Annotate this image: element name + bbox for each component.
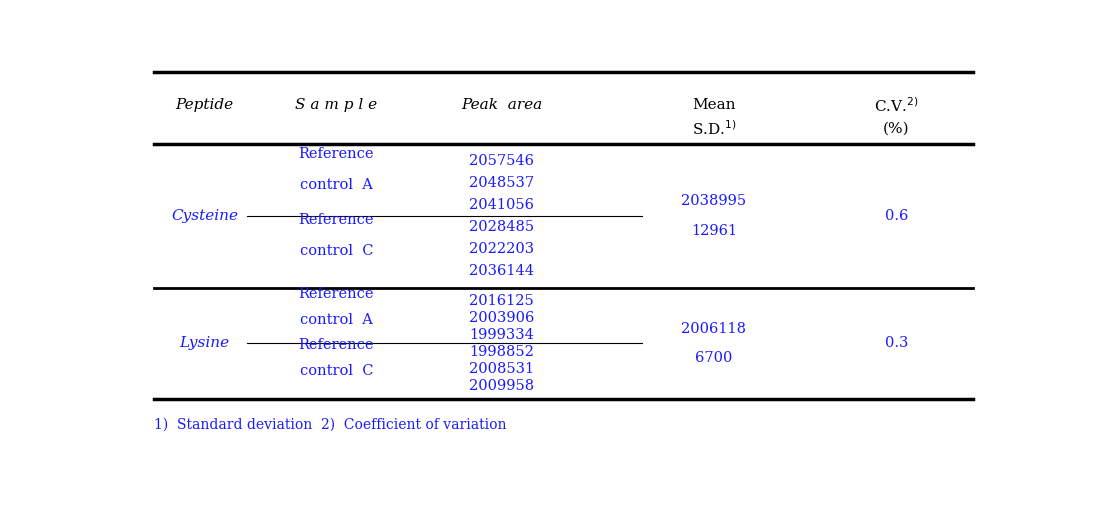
Text: 6700: 6700 [695, 351, 733, 365]
Text: 12961: 12961 [691, 224, 737, 238]
Text: S a m p l e: S a m p l e [296, 98, 378, 112]
Text: 2003906: 2003906 [469, 311, 534, 325]
Text: 2041056: 2041056 [470, 198, 534, 212]
Text: 1999334: 1999334 [470, 328, 534, 342]
Text: 2038995: 2038995 [681, 194, 747, 209]
Text: C.V.$^{2)}$: C.V.$^{2)}$ [874, 96, 919, 115]
Text: Mean: Mean [692, 98, 736, 112]
Text: (%): (%) [883, 122, 910, 136]
Text: Peak  area: Peak area [461, 98, 542, 112]
Text: 2008531: 2008531 [470, 362, 534, 376]
Text: 2022203: 2022203 [470, 242, 534, 257]
Text: control  A: control A [300, 178, 372, 192]
Text: control  C: control C [300, 364, 373, 378]
Text: Reference: Reference [299, 213, 374, 227]
Text: control  A: control A [300, 313, 372, 327]
Text: control  C: control C [300, 244, 373, 258]
Text: 2057546: 2057546 [470, 154, 534, 168]
Text: 0.6: 0.6 [885, 209, 908, 223]
Text: Reference: Reference [299, 338, 374, 352]
Text: Cysteine: Cysteine [171, 209, 239, 223]
Text: 0.3: 0.3 [885, 336, 908, 350]
Text: 1998852: 1998852 [470, 345, 534, 359]
Text: 2048537: 2048537 [470, 176, 534, 190]
Text: Lysine: Lysine [180, 336, 230, 350]
Text: 1)  Standard deviation  2)  Coefficient of variation: 1) Standard deviation 2) Coefficient of … [153, 417, 506, 431]
Text: S.D.$^{1)}$: S.D.$^{1)}$ [692, 119, 736, 138]
Text: Reference: Reference [299, 287, 374, 301]
Text: 2028485: 2028485 [470, 220, 534, 234]
Text: 2006118: 2006118 [681, 322, 747, 336]
Text: 2036144: 2036144 [470, 265, 534, 278]
Text: 2016125: 2016125 [470, 294, 534, 308]
Text: Reference: Reference [299, 147, 374, 161]
Text: Peptide: Peptide [175, 98, 234, 112]
Text: 2009958: 2009958 [470, 379, 534, 393]
